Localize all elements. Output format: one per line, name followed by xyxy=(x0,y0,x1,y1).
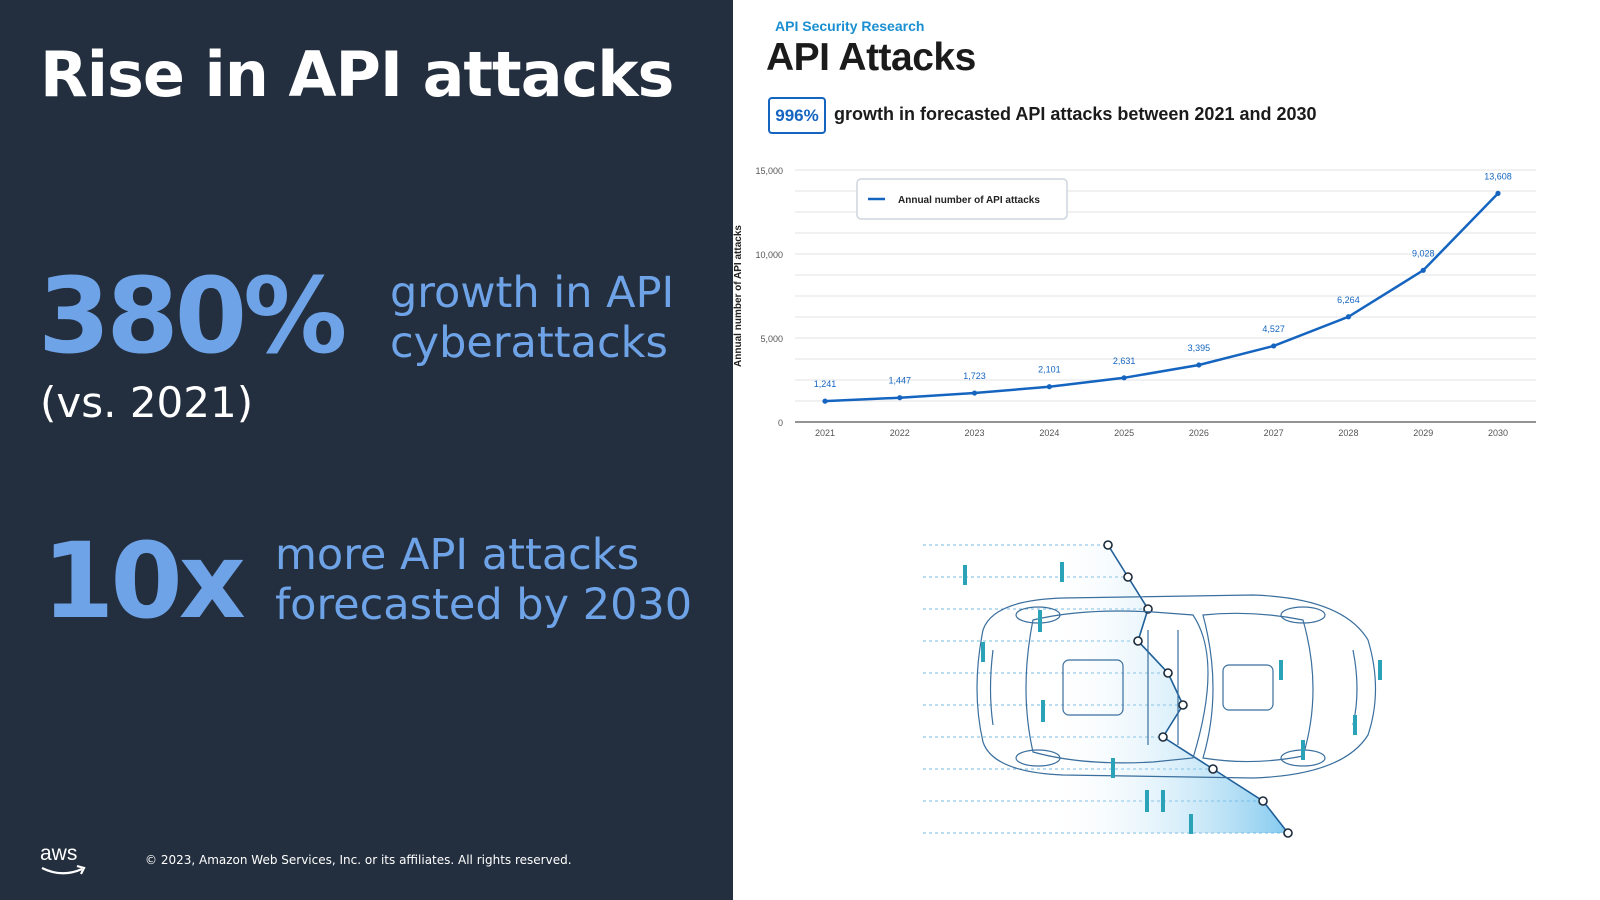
y-tick-label: 15,000 xyxy=(755,166,783,176)
x-tick-label: 2024 xyxy=(1039,428,1059,438)
y-tick-label: 10,000 xyxy=(755,250,783,260)
aws-logo-text: aws xyxy=(40,842,78,865)
stat-10x-line1: more API attacks xyxy=(275,530,640,580)
aws-logo: aws xyxy=(40,842,90,878)
data-label: 3,395 xyxy=(1188,343,1211,353)
data-point xyxy=(822,398,828,404)
stat-380-line1: growth in API xyxy=(390,268,675,318)
x-tick-label: 2023 xyxy=(965,428,985,438)
x-tick-label: 2029 xyxy=(1413,428,1433,438)
connected-car-illustration xyxy=(923,520,1423,860)
x-tick-label: 2028 xyxy=(1338,428,1358,438)
source-label: API Security Research xyxy=(775,18,925,34)
data-label: 4,527 xyxy=(1262,324,1285,334)
api-attacks-line-chart: 0 5,000 10,000 15,000 Annual number of API a… xyxy=(733,166,1536,438)
chart-heading: API Attacks xyxy=(766,36,976,79)
data-point xyxy=(897,395,903,401)
stat-380-value: 380% xyxy=(38,255,347,377)
series-line xyxy=(824,192,1499,403)
x-tick-label: 2021 xyxy=(815,428,835,438)
x-tick-label: 2030 xyxy=(1488,428,1508,438)
data-point xyxy=(1345,314,1352,320)
x-tick-label: 2026 xyxy=(1189,428,1209,438)
data-point xyxy=(1495,190,1501,196)
stat-380-line2: cyberattacks xyxy=(390,318,668,368)
chart-legend: Annual number of API attacks xyxy=(856,178,1068,220)
signal-area xyxy=(1043,545,1288,833)
data-label: 1,723 xyxy=(963,371,986,381)
aws-smile-icon xyxy=(41,864,86,875)
data-point xyxy=(1196,362,1202,368)
x-tick-label: 2027 xyxy=(1264,428,1284,438)
sensor-markers xyxy=(963,562,1382,834)
x-tick-label: 2025 xyxy=(1114,428,1134,438)
y-tick-label: 5,000 xyxy=(760,334,783,344)
y-axis-label: Annual number of API attacks xyxy=(733,225,744,367)
stat-10x-line2: forecasted by 2030 xyxy=(275,580,693,630)
stat-380-note: (vs. 2021) xyxy=(40,378,254,427)
x-tick-label: 2022 xyxy=(890,428,910,438)
growth-badge: 996% xyxy=(768,97,826,134)
data-point xyxy=(1271,343,1277,349)
data-label: 9,028 xyxy=(1412,248,1435,258)
legend-box xyxy=(856,178,1068,220)
data-label: 1,447 xyxy=(889,376,912,386)
copyright-text: © 2023, Amazon Web Services, Inc. or its… xyxy=(145,853,572,867)
data-label: 13,608 xyxy=(1484,171,1512,181)
legend-label: Annual number of API attacks xyxy=(898,195,1040,206)
data-label: 2,101 xyxy=(1038,365,1061,375)
data-point xyxy=(1121,375,1127,381)
stat-10x-value: 10x xyxy=(42,520,246,642)
slide-title: Rise in API attacks xyxy=(40,38,674,111)
y-tick-label: 0 xyxy=(778,418,783,428)
growth-text: growth in forecasted API attacks between… xyxy=(834,104,1317,124)
slide-left-panel: Rise in API attacks 380% growth in API c… xyxy=(0,0,733,900)
stat-10x-description: more API attacks forecasted by 2030 xyxy=(275,530,692,630)
data-point xyxy=(1420,267,1426,273)
data-label: 2,631 xyxy=(1113,356,1136,366)
data-label: 6,264 xyxy=(1337,295,1360,305)
data-point xyxy=(971,390,978,396)
data-point xyxy=(1046,384,1052,390)
stat-380-description: growth in API cyberattacks xyxy=(390,268,674,368)
slide-right-panel: API Security Research API Attacks 996% g… xyxy=(733,0,1600,900)
signal-line xyxy=(1107,544,1289,834)
data-label: 1,241 xyxy=(814,379,837,389)
signal-points xyxy=(1103,540,1293,838)
